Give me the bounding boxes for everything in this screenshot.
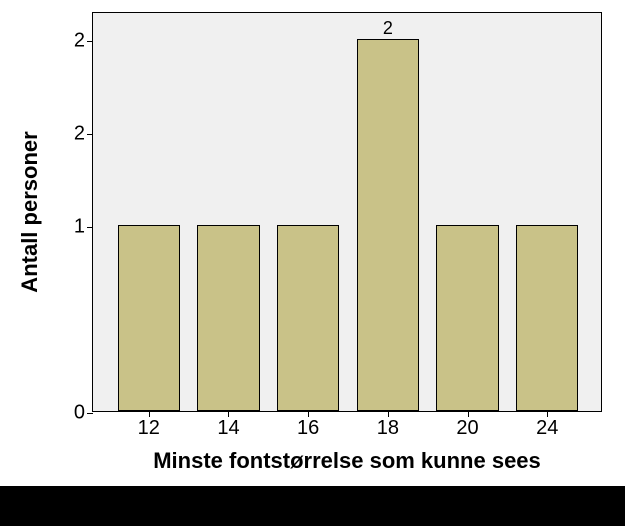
- chart-container: 01221214162182024 Antall personer Minste…: [0, 0, 625, 526]
- ytick-label: 0: [74, 402, 93, 425]
- xtick-label: 20: [456, 411, 478, 440]
- bar: [516, 225, 578, 411]
- bar-data-label: 2: [383, 18, 393, 39]
- ytick-label: 2: [74, 122, 93, 145]
- bar: [197, 225, 259, 411]
- bar: [277, 225, 339, 411]
- x-axis-title: Minste fontstørrelse som kunne sees: [153, 448, 541, 474]
- xtick-label: 16: [297, 411, 319, 440]
- xtick-label: 12: [138, 411, 160, 440]
- xtick-label: 24: [536, 411, 558, 440]
- ytick-label: 1: [74, 215, 93, 238]
- plot-area: 01221214162182024: [92, 12, 602, 412]
- bar: [357, 39, 419, 411]
- xtick-label: 14: [217, 411, 239, 440]
- bar: [436, 225, 498, 411]
- bar: [118, 225, 180, 411]
- xtick-label: 18: [377, 411, 399, 440]
- ytick-label: 2: [74, 29, 93, 52]
- footer-black-strip: [0, 486, 625, 526]
- y-axis-title: Antall personer: [17, 131, 43, 292]
